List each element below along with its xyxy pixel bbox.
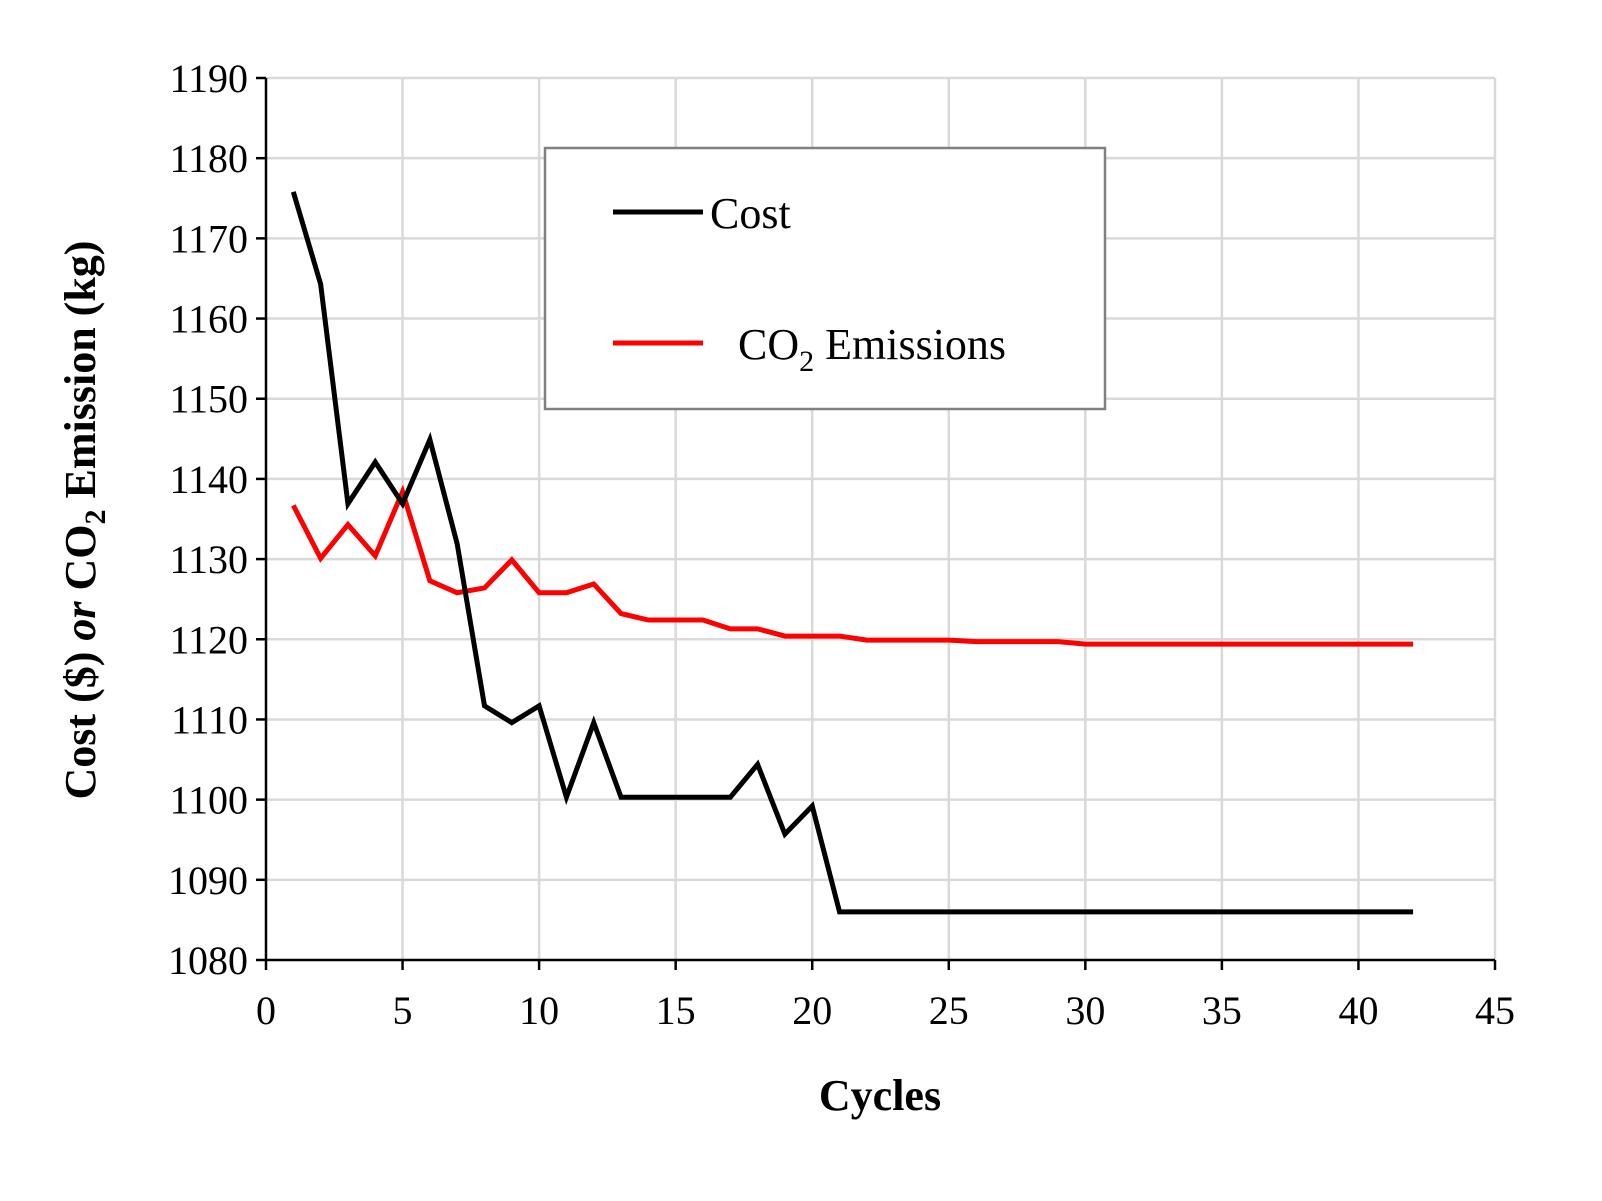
y-title-or: or: [56, 601, 105, 641]
x-tick-label: 20: [792, 988, 832, 1033]
y-title-part1: Cost ($): [56, 641, 105, 800]
x-tick-label: 45: [1475, 988, 1515, 1033]
tick-labels: 0 5 10 15 20 25 30 35 40 45 1080 1090 1100 1110 1120 11…: [168, 56, 1515, 1033]
y-title-sub: 2: [79, 509, 112, 524]
x-tick-label: 30: [1065, 988, 1105, 1033]
y-tick-label: 1170: [169, 216, 248, 261]
y-tick-label: 1100: [169, 778, 248, 823]
series-layer: [290, 191, 1414, 915]
x-tick-label: 25: [929, 988, 969, 1033]
y-tick-label: 1140: [169, 457, 248, 502]
x-axis-title: Cycles: [819, 1071, 941, 1120]
x-tick-label: 10: [519, 988, 559, 1033]
series-line-co2-emissions: [291, 484, 1414, 647]
x-tick-label: 35: [1202, 988, 1242, 1033]
legend-label-co2: CO2 Emissions: [738, 320, 1006, 378]
series-line-cost: [290, 191, 1414, 915]
y-tick-label: 1130: [169, 537, 248, 582]
y-tick-label: 1120: [169, 617, 248, 662]
legend-co2-sub: 2: [799, 345, 814, 378]
y-tick-label: 1160: [169, 297, 248, 342]
y-tick-label: 1150: [169, 377, 248, 422]
x-tick-label: 15: [656, 988, 696, 1033]
x-tick-label: 0: [256, 988, 276, 1033]
legend: Cost CO2 Emissions: [543, 146, 1107, 411]
y-tick-label: 1190: [169, 56, 248, 101]
x-tick-label: 5: [393, 988, 413, 1033]
y-axis-title: Cost ($) or CO2 Emission (kg): [56, 241, 112, 800]
y-title-part4: Emission (kg): [56, 241, 105, 510]
legend-box: [543, 146, 1107, 411]
legend-co2-suffix: Emissions: [814, 320, 1006, 369]
y-tick-label: 1180: [169, 136, 248, 181]
axes: [256, 76, 1497, 970]
y-tick-label: 1090: [168, 858, 248, 903]
y-tick-label: 1110: [171, 697, 248, 742]
legend-co2-prefix: CO: [738, 320, 799, 369]
y-title-part3: CO: [56, 524, 105, 601]
y-tick-label: 1080: [168, 938, 248, 983]
x-tick-label: 40: [1338, 988, 1378, 1033]
legend-label-cost: Cost: [710, 189, 791, 238]
